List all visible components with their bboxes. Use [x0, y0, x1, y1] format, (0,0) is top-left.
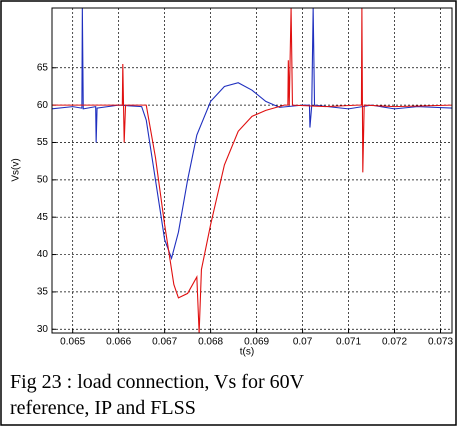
y-tick-label: 45 [37, 212, 49, 223]
y-tick-label: 60 [37, 100, 49, 111]
x-tick-label: 0.072 [382, 337, 407, 348]
x-tick-label: 0.069 [244, 337, 269, 348]
y-tick-label: 40 [37, 249, 49, 260]
x-tick-label: 0.071 [336, 337, 361, 348]
series-line [52, 8, 452, 261]
x-tick-label: 0.068 [198, 337, 223, 348]
caption: reference, IP and FLSS [10, 397, 196, 419]
y-tick-label: 50 [37, 174, 49, 185]
x-tick-label: 0.067 [152, 337, 177, 348]
x-tick-label: 0.066 [106, 337, 131, 348]
x-tick-label: 0.073 [428, 337, 453, 348]
y-tick-label: 35 [37, 287, 49, 298]
plot-area [52, 8, 452, 333]
x-axis-label: t(s) [240, 347, 254, 358]
y-axis-label: Vs(v) [11, 158, 22, 181]
caption: Fig 23 : load connection, Vs for 60V [10, 371, 305, 393]
x-tick-label: 0.065 [60, 337, 85, 348]
y-tick-label: 55 [37, 137, 49, 148]
y-tick-label: 65 [37, 62, 49, 73]
x-tick-label: 0.07 [293, 337, 313, 348]
y-tick-label: 30 [37, 324, 49, 335]
plot-border [51, 7, 453, 334]
series-line [52, 8, 452, 333]
